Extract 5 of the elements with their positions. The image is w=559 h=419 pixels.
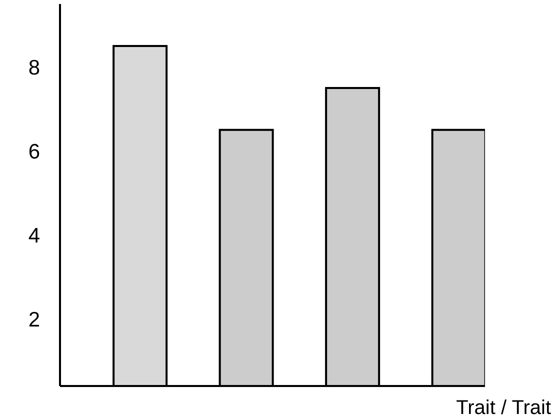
y-tick-label: 4 (28, 224, 40, 248)
y-tick-label: 2 (28, 308, 40, 332)
y-tick-label: 6 (28, 140, 40, 164)
x-axis-title: Trait / Trait (456, 397, 552, 419)
y-tick-label: 8 (28, 56, 40, 80)
